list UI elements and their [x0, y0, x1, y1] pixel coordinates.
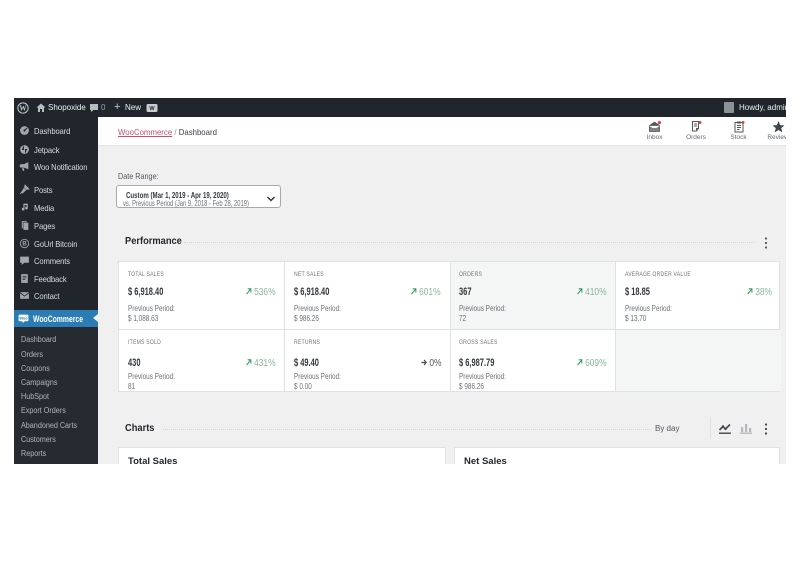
- svg-text:W: W: [149, 106, 155, 112]
- svg-text:B: B: [22, 241, 27, 247]
- svg-text:W: W: [19, 104, 27, 112]
- svg-text:Woo: Woo: [19, 317, 28, 321]
